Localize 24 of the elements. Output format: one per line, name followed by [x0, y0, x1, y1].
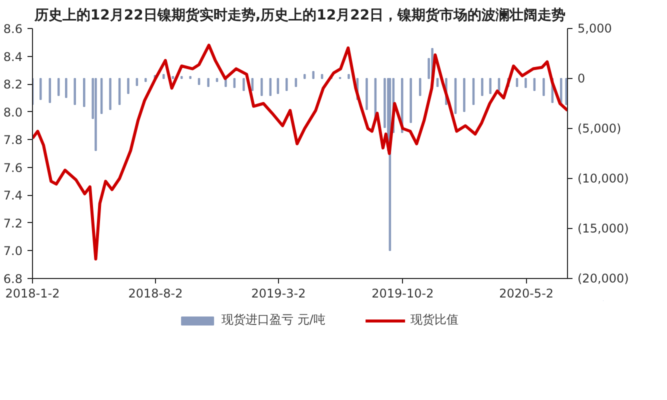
- y-tick-label: 7.6: [3, 160, 23, 175]
- y2-tick-label: (5,000): [578, 122, 622, 136]
- y2-tick-label: (15,000): [578, 222, 629, 236]
- x-tick-label: 2019-3-2: [251, 286, 306, 300]
- x-tick-label: 2019-10-2: [372, 286, 434, 300]
- y2-tick-label: 5,000: [578, 22, 612, 36]
- y-tick-label: 7.2: [3, 216, 23, 230]
- y2-tick-label: (10,000): [578, 172, 629, 186]
- y-tick-label: 7.8: [3, 133, 23, 148]
- y2-tick-label: (20,000): [578, 272, 629, 286]
- legend-label: 现货比值: [410, 312, 458, 328]
- y-tick-label: 7.0: [3, 244, 23, 258]
- chart-title: 历史上的12月22日镍期货实时走势,历史上的12月22日，镍期货市场的波澜壮阔走势: [33, 6, 566, 24]
- y-tick-label: 8.2: [3, 78, 23, 92]
- x-tick-label: 2018-1-2: [5, 286, 60, 300]
- x-tick-label: 2020-5-2: [499, 286, 554, 300]
- y-tick-label: 7.4: [3, 188, 23, 203]
- x-tick-label: 2018-8-2: [128, 286, 183, 300]
- y-tick-label: 8.0: [3, 105, 23, 120]
- legend-label: 现货进口盈亏 元/吨: [222, 312, 326, 328]
- y-tick-label: 8.6: [3, 22, 23, 36]
- y2-tick-label: 0: [578, 72, 586, 86]
- y-tick-label: 8.4: [3, 50, 23, 64]
- y-tick-label: 6.8: [3, 272, 23, 286]
